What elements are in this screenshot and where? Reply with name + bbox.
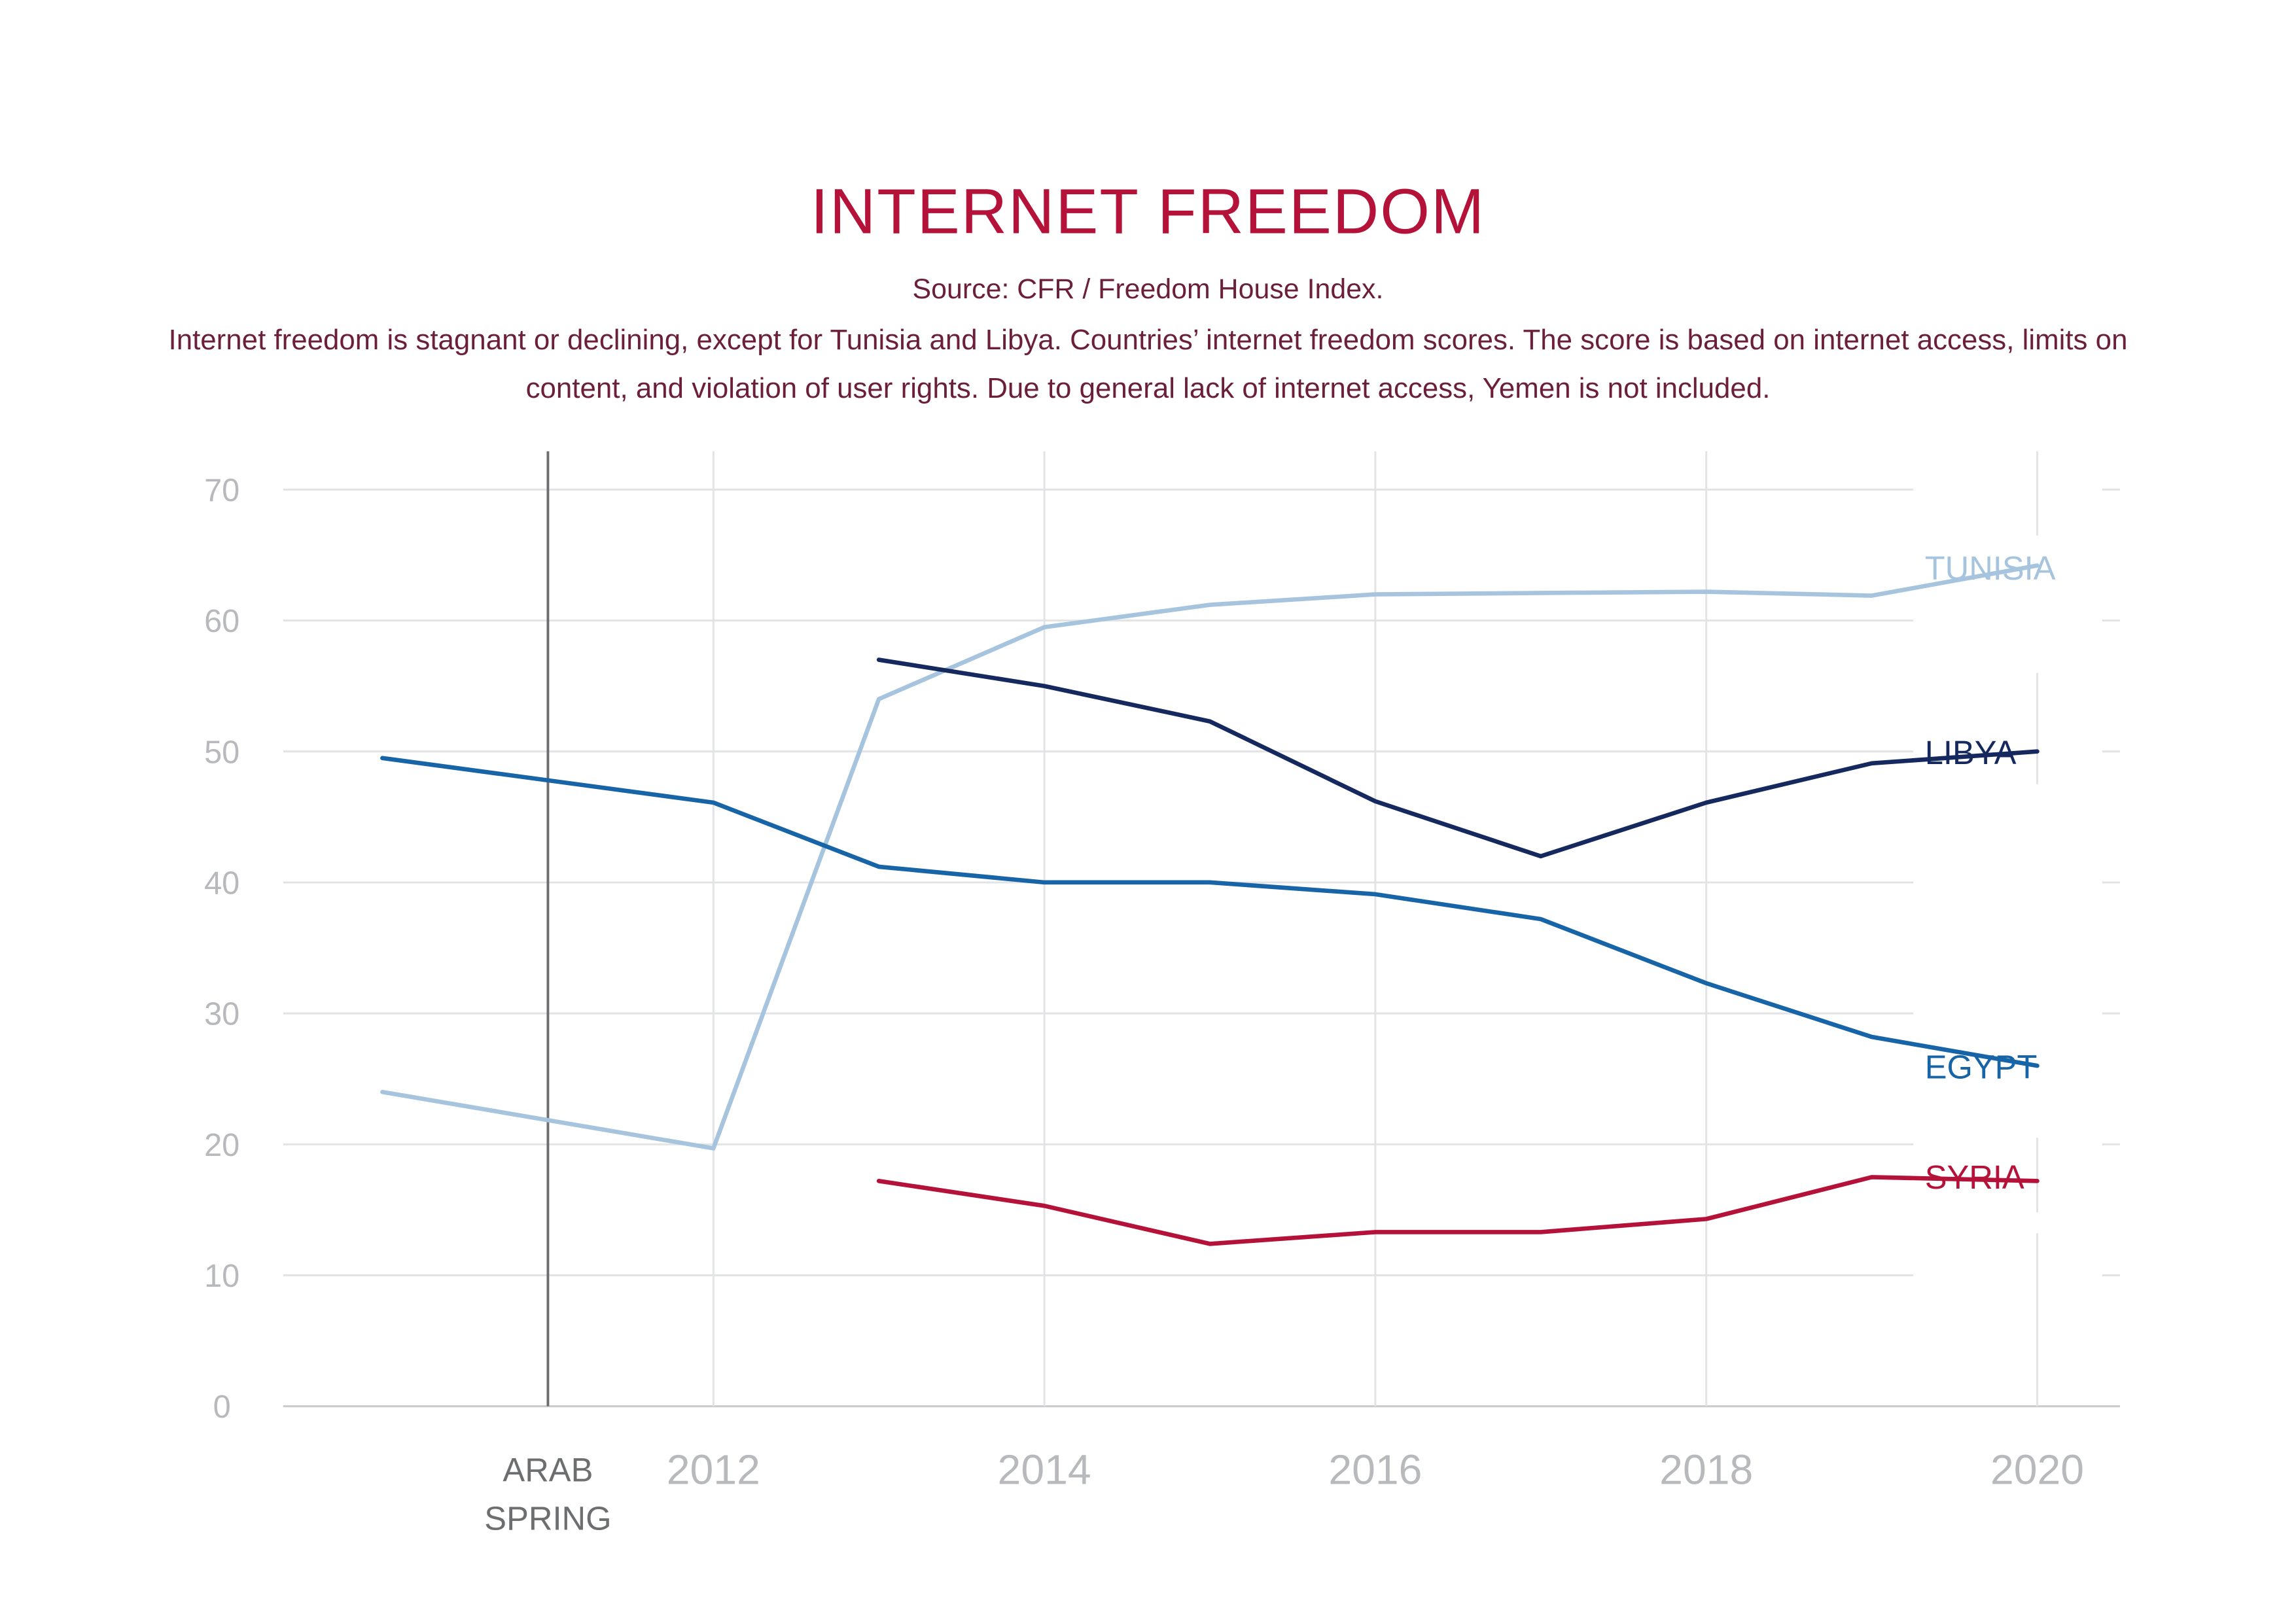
- chart-description: Internet freedom is stagnant or declinin…: [168, 324, 2128, 404]
- y-tick-label: 10: [204, 1259, 239, 1294]
- arab-spring-marker: ARAB SPRING: [484, 451, 612, 1537]
- vertical-gridlines: [712, 451, 2038, 1406]
- chart-source: Source: CFR / Freedom House Index.: [912, 273, 1384, 305]
- y-tick-label: 50: [204, 735, 239, 770]
- series-label-egypt: EGYPT: [1925, 1049, 2038, 1086]
- x-tick-label: 2020: [1990, 1446, 2084, 1493]
- y-tick-label: 20: [204, 1128, 239, 1163]
- y-tick-label: 0: [213, 1389, 231, 1425]
- y-tick-label: 70: [204, 473, 239, 508]
- y-axis-ticks: 0 10 20 30 40 50 60 70: [204, 473, 239, 1425]
- series-line-syria: [876, 1175, 2040, 1246]
- series-lines: [380, 563, 2040, 1246]
- arab-spring-label-line2: SPRING: [484, 1500, 611, 1537]
- y-tick-label: 30: [204, 997, 239, 1032]
- x-axis-ticks: 2012 2014 2016 2018 2020: [667, 1446, 2084, 1493]
- y-tick-label: 60: [204, 604, 239, 639]
- x-tick-label: 2014: [998, 1446, 1091, 1493]
- series-line-tunisia: [380, 563, 2040, 1151]
- x-tick-label: 2012: [667, 1446, 760, 1493]
- series-label-tunisia: TUNISIA: [1925, 550, 2056, 587]
- series-line-egypt: [380, 756, 2040, 1068]
- series-line-libya: [876, 657, 2040, 859]
- arab-spring-label-line1: ARAB: [503, 1452, 593, 1489]
- y-tick-label: 40: [204, 865, 239, 901]
- horizontal-gridlines: [283, 488, 2120, 1408]
- series-label-libya: LIBYA: [1925, 734, 2017, 771]
- chart-title: INTERNET FREEDOM: [810, 175, 1486, 248]
- x-tick-label: 2018: [1659, 1446, 1753, 1493]
- series-labels: TUNISIA LIBYA EGYPT SYRIA: [1925, 550, 2056, 1196]
- series-label-syria: SYRIA: [1925, 1159, 2024, 1196]
- x-tick-label: 2016: [1328, 1446, 1422, 1493]
